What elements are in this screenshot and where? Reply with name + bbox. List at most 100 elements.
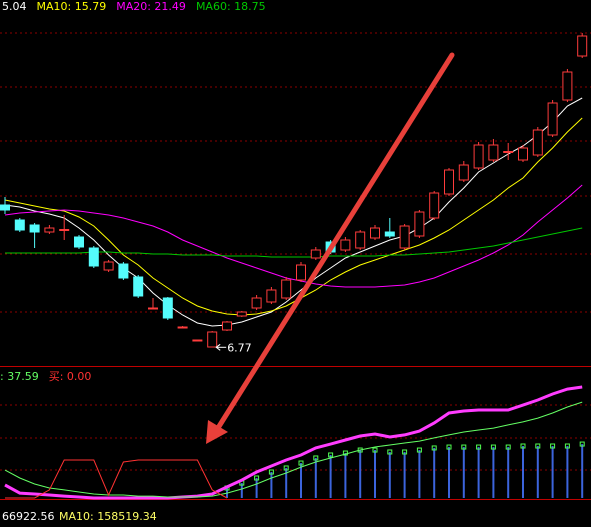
indicator-bar-cap: [505, 444, 511, 450]
ma-line: [4, 117, 583, 316]
candle-body: [177, 326, 188, 329]
candle-body: [355, 231, 366, 249]
candle-body: [399, 225, 410, 249]
indicator-bar-cap: [328, 452, 334, 458]
indicator-bar-cap: [254, 475, 260, 481]
candle-body: [0, 204, 10, 211]
candle-body: [310, 249, 321, 259]
indicator-bar: [462, 447, 465, 498]
low-pointer-head: [215, 343, 221, 351]
legend-entry: MA20: 21.49: [116, 0, 186, 13]
candle-body: [384, 231, 395, 237]
indicator-bar-cap: [313, 455, 319, 461]
candle-body: [29, 224, 40, 233]
arrow: [206, 52, 455, 444]
indicator-bar: [536, 446, 539, 498]
low-label: 6.77: [227, 341, 252, 354]
indicator-bar: [240, 483, 243, 498]
candle-body: [577, 35, 588, 57]
indicator-bar: [551, 446, 554, 498]
indicator-bar-cap: [461, 444, 467, 450]
indicator-bar-cap: [446, 444, 452, 450]
candle-body: [118, 263, 129, 279]
indicator-bar: [448, 447, 450, 498]
indicator-bar: [507, 447, 510, 498]
indicator-bar-cap: [579, 441, 585, 447]
indicator-bar-cap: [402, 449, 408, 455]
legend-entry: MA60: 18.75: [196, 0, 266, 13]
candle-body: [414, 211, 425, 237]
candle-body: [133, 276, 144, 297]
indicator-bar: [359, 450, 362, 498]
candle-body: [340, 239, 351, 251]
candle-body: [444, 169, 454, 195]
ma-line: [4, 97, 583, 327]
candle-body: [370, 227, 380, 239]
volume-ma: MA10: 158519.34: [59, 510, 157, 523]
candle-body: [192, 339, 203, 342]
candle-body: [103, 261, 114, 271]
volume-value: 66922.56: [2, 510, 55, 523]
candle-body: [296, 264, 306, 281]
indicator-line: [5, 459, 228, 499]
indicator-bar-cap: [268, 469, 274, 475]
candle-body: [236, 311, 247, 317]
candle-body: [148, 307, 158, 310]
indicator-bar-cap: [431, 445, 437, 451]
indicator-line: [4, 401, 583, 498]
indicator-bar-cap: [298, 460, 304, 466]
indicator-bar-cap: [387, 449, 393, 455]
candle-body: [547, 102, 558, 136]
indicator-bar: [374, 450, 376, 498]
candle-body: [518, 147, 528, 161]
indicator-bar: [433, 447, 436, 498]
legend-entry: 买: 0.00: [49, 370, 92, 383]
indicator-bar: [344, 453, 347, 498]
candle-body: [503, 151, 514, 153]
indicator-bar: [270, 472, 273, 498]
candle-body: [162, 297, 173, 319]
arrow-head: [206, 420, 228, 444]
indicator-bar-cap: [550, 443, 556, 449]
indicator-bar-cap: [372, 447, 378, 453]
ma-line: [5, 227, 583, 258]
indicator-bar: [477, 447, 480, 498]
candle-body: [59, 229, 70, 231]
indicator-bar-cap: [564, 443, 570, 449]
indicator-bar: [329, 454, 332, 498]
candle-body: [473, 144, 484, 169]
indicator-bar: [566, 446, 569, 498]
indicator-bar: [403, 451, 406, 498]
indicator-bar: [522, 446, 524, 498]
indicator-bar: [300, 463, 302, 498]
indicator-bar-cap: [476, 444, 482, 450]
candle-body: [429, 192, 440, 219]
indicator-bar: [255, 477, 258, 498]
candle-body: [488, 144, 499, 161]
indicator-bar-cap: [520, 443, 526, 449]
indicator-bar: [285, 467, 288, 498]
indicator-bar: [418, 450, 421, 498]
ma-line: [4, 184, 583, 288]
plot-layer: 6.77 5.04 MA10: 15.79 MA20: 21.49 MA60: 18.7…: [0, 0, 588, 500]
candle-body: [266, 289, 277, 303]
indicator-bar-cap: [490, 444, 496, 450]
candle-body: [74, 236, 84, 248]
indicator-bar-cap: [416, 447, 422, 453]
indicator-bar-cap: [535, 443, 541, 449]
candle-body: [14, 219, 25, 231]
candle-body: [251, 297, 262, 309]
indicator-bar: [492, 447, 495, 498]
indicator-bar: [388, 451, 391, 498]
candle-body: [281, 279, 292, 299]
legend-entry: MA10: 15.79: [37, 0, 107, 13]
grid: [0, 32, 591, 471]
candle-body: [44, 227, 55, 233]
indicator-bar: [314, 457, 317, 498]
indicator-bar: [581, 444, 584, 498]
candle-body: [532, 129, 543, 156]
candle-body: [88, 247, 99, 267]
